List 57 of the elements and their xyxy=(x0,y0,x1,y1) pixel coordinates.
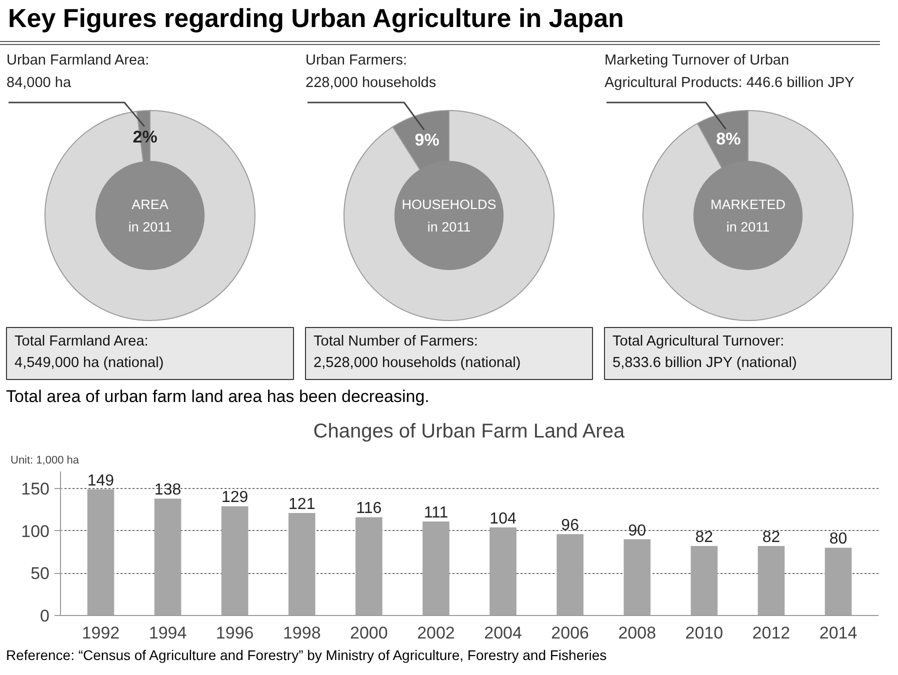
bar xyxy=(758,546,785,616)
data-label: 80 xyxy=(829,530,848,548)
text: Total area of urban farm land area has been decreasing. xyxy=(6,386,430,408)
data-label: 96 xyxy=(561,517,580,534)
chart-title: Urban Farmers: 228,000 households xyxy=(306,52,436,91)
bar xyxy=(288,513,316,616)
x-tick-label: 1998 xyxy=(282,624,321,642)
bar xyxy=(87,489,114,616)
y-tick-label: 50 xyxy=(30,564,50,584)
text: Total Agricultural Turnover: 5,833.6 billion JPY (national) xyxy=(612,334,797,372)
data-label: 82 xyxy=(762,529,780,546)
data-label: 129 xyxy=(221,489,248,506)
bar xyxy=(221,506,248,616)
text: AREA in 2011 xyxy=(128,196,172,234)
data-label: 9% xyxy=(414,130,440,150)
data-label: 116 xyxy=(356,500,382,518)
bar xyxy=(422,521,450,616)
data-label: 8% xyxy=(716,130,741,149)
x-tick-label: 2010 xyxy=(685,624,724,642)
x-tick-label: 2000 xyxy=(350,624,388,642)
y-tick-label: 100 xyxy=(21,522,50,541)
bar xyxy=(824,548,852,616)
x-tick-label: 2008 xyxy=(618,624,656,642)
text: Key Figures regarding Urban Agriculture in Japan xyxy=(8,2,624,35)
y-tick-label: 150 xyxy=(21,479,50,498)
x-tick-label: 2014 xyxy=(819,624,858,642)
data-label: 90 xyxy=(628,522,646,540)
text: Reference: “Census of Agriculture and Forestry” by Ministry of Agriculture, Forestry and Fisheries xyxy=(6,646,607,665)
data-label: 149 xyxy=(87,472,114,490)
text: Total Farmland Area: 4,549,000 ha (national) xyxy=(14,334,164,372)
x-tick-label: 2002 xyxy=(417,624,455,642)
bar xyxy=(624,539,651,616)
data-label: 121 xyxy=(288,496,316,514)
data-label: 82 xyxy=(695,529,714,546)
y-axis-title: Unit: 1,000 ha xyxy=(10,454,80,466)
y-tick-label: 0 xyxy=(40,606,50,626)
x-tick-label: 2006 xyxy=(551,624,589,642)
bar xyxy=(154,498,182,616)
text: MARKETED in 2011 xyxy=(710,196,786,234)
chart-title: Marketing Turnover of Urban Agricultural Products: 446.6 billion JPY xyxy=(604,52,855,91)
data-label: 138 xyxy=(154,482,182,499)
data-label: 111 xyxy=(424,504,448,522)
text: HOUSEHOLDS in 2011 xyxy=(402,196,496,234)
bar xyxy=(690,546,718,616)
data-label: 2% xyxy=(132,127,158,146)
x-tick-label: 1996 xyxy=(216,624,254,642)
x-tick-label: 1992 xyxy=(82,624,120,642)
bar xyxy=(356,517,382,616)
bar xyxy=(490,527,516,616)
chart-title: Urban Farmland Area: 84,000 ha xyxy=(6,52,150,91)
bar xyxy=(556,534,584,616)
x-tick-label: 2012 xyxy=(752,624,790,642)
data-label: 104 xyxy=(490,510,516,528)
x-tick-label: 2004 xyxy=(484,624,522,642)
text: Total Number of Farmers: 2,528,000 households (national) xyxy=(314,334,521,372)
chart-title: Changes of Urban Farm Land Area xyxy=(313,420,626,442)
x-tick-label: 1994 xyxy=(148,624,187,642)
